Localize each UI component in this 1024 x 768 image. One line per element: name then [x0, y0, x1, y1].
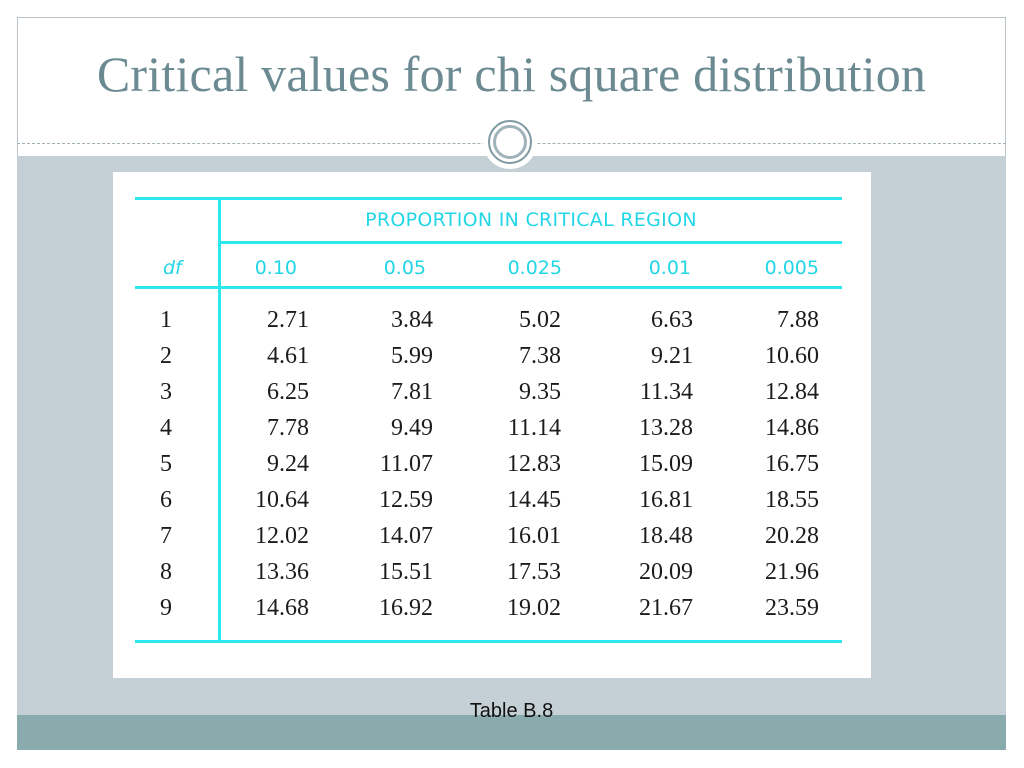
- value-cell: 10.64: [255, 487, 309, 513]
- slide-title: Critical values for chi square distribut…: [96, 46, 927, 102]
- value-cell: 3.84: [391, 307, 433, 333]
- circle-ornament-icon: [483, 115, 537, 169]
- ornament-inner-ring: [493, 125, 527, 159]
- table-caption: Table B.8: [469, 700, 554, 722]
- value-cell: 11.07: [379, 451, 433, 477]
- value-cell: 15.51: [379, 559, 433, 585]
- value-cell: 21.67: [639, 595, 693, 621]
- table-row: 3 6.25 7.81 9.35 11.34 12.84: [113, 379, 871, 415]
- value-cell: 9.49: [391, 415, 433, 441]
- table-row: 5 9.24 11.07 12.83 15.09 16.75: [113, 451, 871, 487]
- value-cell: 20.09: [639, 559, 693, 585]
- value-cell: 4.61: [267, 343, 309, 369]
- df-header: df: [163, 257, 182, 279]
- table-row: 4 7.78 9.49 11.14 13.28 14.86: [113, 415, 871, 451]
- value-cell: 11.34: [639, 379, 693, 405]
- df-cell: 7: [160, 523, 172, 549]
- table-row: 2 4.61 5.99 7.38 9.21 10.60: [113, 343, 871, 379]
- column-header: 0.10: [254, 257, 297, 279]
- df-cell: 6: [160, 487, 172, 513]
- table-row: 8 13.36 15.51 17.53 20.09 21.96: [113, 559, 871, 595]
- value-cell: 17.53: [507, 559, 561, 585]
- value-cell: 5.99: [391, 343, 433, 369]
- column-header: 0.05: [383, 257, 426, 279]
- value-cell: 16.75: [765, 451, 819, 477]
- ornament-outer-ring: [488, 120, 532, 164]
- column-header: 0.01: [648, 257, 691, 279]
- value-cell: 12.59: [379, 487, 433, 513]
- value-cell: 13.36: [255, 559, 309, 585]
- value-cell: 9.21: [651, 343, 693, 369]
- value-cell: 9.35: [519, 379, 561, 405]
- value-cell: 12.84: [765, 379, 819, 405]
- value-cell: 12.02: [255, 523, 309, 549]
- value-cell: 2.71: [267, 307, 309, 333]
- value-cell: 16.92: [379, 595, 433, 621]
- df-cell: 8: [160, 559, 172, 585]
- value-cell: 19.02: [507, 595, 561, 621]
- value-cell: 16.01: [507, 523, 561, 549]
- value-cell: 14.07: [379, 523, 433, 549]
- column-header: 0.005: [764, 257, 819, 279]
- value-cell: 18.55: [765, 487, 819, 513]
- proportion-heading: PROPORTION IN CRITICAL REGION: [365, 209, 697, 231]
- value-cell: 5.02: [519, 307, 561, 333]
- df-cell: 2: [160, 343, 172, 369]
- value-cell: 13.28: [639, 415, 693, 441]
- value-cell: 14.86: [765, 415, 819, 441]
- table-row: 1 2.71 3.84 5.02 6.63 7.88: [113, 307, 871, 343]
- df-cell: 9: [160, 595, 172, 621]
- df-cell: 1: [160, 307, 172, 333]
- value-cell: 10.60: [765, 343, 819, 369]
- table-df-divider: [218, 197, 221, 643]
- column-header: 0.025: [507, 257, 562, 279]
- value-cell: 7.78: [267, 415, 309, 441]
- df-cell: 5: [160, 451, 172, 477]
- value-cell: 6.25: [267, 379, 309, 405]
- value-cell: 18.48: [639, 523, 693, 549]
- value-cell: 15.09: [639, 451, 693, 477]
- value-cell: 14.45: [507, 487, 561, 513]
- value-cell: 23.59: [765, 595, 819, 621]
- table-row: 6 10.64 12.59 14.45 16.81 18.55: [113, 487, 871, 523]
- df-cell: 4: [160, 415, 172, 441]
- value-cell: 7.38: [519, 343, 561, 369]
- value-cell: 11.14: [507, 415, 561, 441]
- title-area: Critical values for chi square distribut…: [17, 17, 1006, 143]
- value-cell: 16.81: [639, 487, 693, 513]
- value-cell: 14.68: [255, 595, 309, 621]
- value-cell: 9.24: [267, 451, 309, 477]
- value-cell: 7.81: [391, 379, 433, 405]
- value-cell: 20.28: [765, 523, 819, 549]
- footer-band: [17, 715, 1006, 750]
- table-top-rule: [135, 197, 842, 200]
- table-row: 9 14.68 16.92 19.02 21.67 23.59: [113, 595, 871, 631]
- value-cell: 7.88: [777, 307, 819, 333]
- value-cell: 21.96: [765, 559, 819, 585]
- table-header-rule: [135, 286, 842, 289]
- critical-values-table: PROPORTION IN CRITICAL REGION df 0.10 0.…: [113, 172, 871, 678]
- table-row: 7 12.02 14.07 16.01 18.48 20.28: [113, 523, 871, 559]
- df-cell: 3: [160, 379, 172, 405]
- table-heading-rule: [220, 241, 842, 244]
- value-cell: 6.63: [651, 307, 693, 333]
- table-bottom-rule: [135, 640, 842, 643]
- value-cell: 12.83: [507, 451, 561, 477]
